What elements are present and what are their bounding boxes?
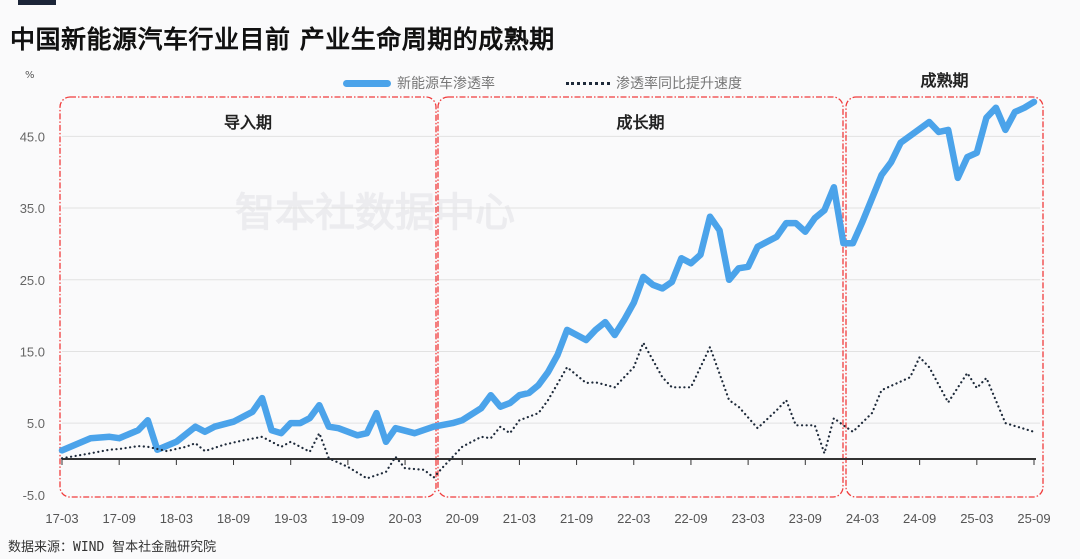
- y-tick-label: 25.0: [20, 273, 45, 288]
- x-tick-label: 17-03: [45, 511, 78, 526]
- x-tick-label: 18-09: [217, 511, 250, 526]
- phase-box: [59, 96, 437, 498]
- legend-item-speed: 渗透率同比提升速度: [566, 73, 742, 93]
- y-tick-label: 5.0: [27, 416, 45, 431]
- source-note: 数据来源：WIND 智本社金融研究院: [8, 540, 217, 555]
- phase-label: 成熟期: [920, 71, 968, 90]
- phase-box: [845, 96, 1044, 498]
- x-tick-label: 24-03: [846, 511, 879, 526]
- speed-line: [60, 340, 1036, 480]
- x-tick-label: 23-09: [789, 511, 822, 526]
- x-tick-label: 23-03: [731, 511, 764, 526]
- phase-box: [437, 96, 844, 498]
- x-tick-label: 17-09: [103, 511, 136, 526]
- legend-label: 新能源车渗透率: [397, 76, 495, 92]
- legend-dotted-swatch: [566, 81, 610, 85]
- x-tick-label: 22-03: [617, 511, 650, 526]
- watermark: 智本社数据中心: [235, 190, 515, 236]
- x-tick-label: 25-09: [1017, 511, 1050, 526]
- x-tick-label: 21-03: [503, 511, 536, 526]
- y-tick-label: -5.0: [23, 488, 45, 503]
- legend-item-penetration: 新能源车渗透率: [343, 73, 495, 93]
- page-title: 中国新能源汽车行业目前 产业生命周期的成熟期: [10, 25, 555, 54]
- x-tick-label: 21-09: [560, 511, 593, 526]
- legend-label: 渗透率同比提升速度: [616, 76, 742, 92]
- x-tick-label: 25-03: [960, 511, 993, 526]
- x-tick-label: 20-09: [446, 511, 479, 526]
- y-tick-label: 15.0: [20, 344, 45, 359]
- header-accent-bar: [18, 0, 56, 5]
- x-tick-label: 24-09: [903, 511, 936, 526]
- x-tick-label: 18-03: [160, 511, 193, 526]
- penetration-line: [58, 98, 1038, 454]
- y-axis-unit: %: [25, 70, 35, 81]
- phase-label: 成长期: [616, 113, 664, 132]
- y-tick-label: 45.0: [20, 129, 45, 144]
- speed-series: [60, 340, 1036, 480]
- phase-label: 导入期: [224, 113, 272, 132]
- penetration-series: [58, 98, 1038, 454]
- x-tick-label: 19-09: [331, 511, 364, 526]
- x-tick-label: 20-03: [388, 511, 421, 526]
- x-tick-label: 19-03: [274, 511, 307, 526]
- legend-solid-swatch: [343, 79, 391, 87]
- y-tick-label: 35.0: [20, 201, 45, 216]
- x-tick-label: 22-09: [674, 511, 707, 526]
